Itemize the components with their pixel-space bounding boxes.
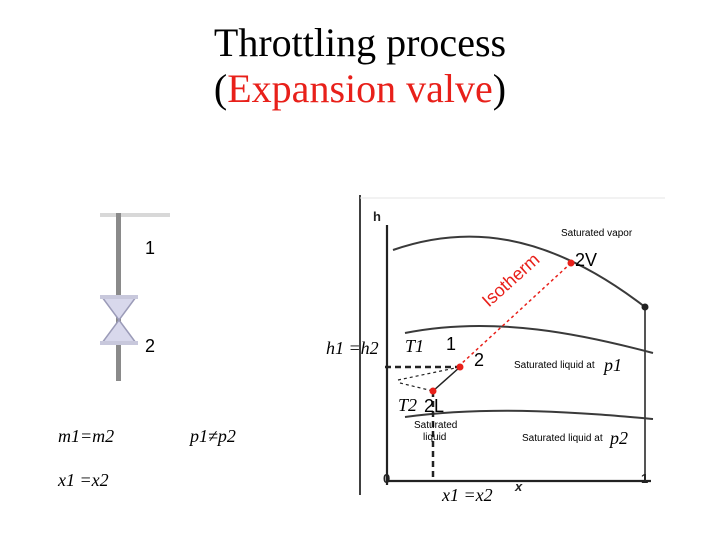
- quality-relation-left: x1 =x2: [58, 470, 109, 490]
- expansion-valve-icon: [100, 213, 170, 381]
- quality-relation-diagram: x1 =x2: [442, 485, 493, 505]
- valve-state-2: 2: [145, 336, 156, 356]
- sat-liquid-p1-label: Saturated liquid at: [514, 360, 595, 371]
- x-tick-0: 0: [383, 471, 390, 486]
- x-tick-1: 1: [641, 471, 648, 486]
- saturated-liquid-line2: liquid: [423, 432, 447, 443]
- title-line-1: Throttling process: [213, 20, 507, 65]
- x-axis-label: x: [514, 479, 523, 494]
- hx-diagram: h x 0 1: [359, 195, 665, 495]
- t2-label: T2: [398, 395, 418, 415]
- process-line: [432, 366, 461, 392]
- t1-pointer: [397, 366, 461, 381]
- saturated-liquid-line1: Saturated: [414, 420, 458, 431]
- p2-label: p2: [610, 428, 628, 448]
- enthalpy-relation: h1 =h2: [326, 338, 379, 358]
- point-2-label: 2: [474, 350, 485, 370]
- title-paren-close: ): [492, 66, 507, 111]
- title-paren-open: (: [213, 66, 228, 111]
- sat-liquid-p2-label: Saturated liquid at: [522, 433, 603, 444]
- point-2v-label: 2V: [575, 250, 598, 270]
- title-line-2: (Expansion valve): [0, 66, 720, 112]
- point-1-label: 1: [446, 334, 457, 354]
- isobar-p2-curve: [404, 409, 654, 420]
- mass-relation: m1=m2: [58, 426, 115, 446]
- saturated-vapor-curve: [392, 235, 646, 308]
- pressure-relation: p1≠p2: [190, 426, 236, 446]
- title-accent: Expansion valve: [227, 66, 493, 111]
- critical-point: [641, 303, 649, 311]
- point-2: [456, 363, 464, 371]
- point-2l-label: 2L: [424, 396, 445, 416]
- isotherm-line: [459, 262, 572, 366]
- point-2v: [567, 259, 575, 267]
- valve-state-1: 1: [145, 238, 156, 258]
- p1-label: p1: [604, 355, 622, 375]
- t2-pointer: [399, 382, 434, 392]
- saturated-vapor-label: Saturated vapor: [561, 228, 633, 239]
- y-axis-label: h: [373, 209, 381, 224]
- isobar-p1-curve: [404, 325, 654, 354]
- t1-label: T1: [405, 336, 425, 356]
- point-2l: [429, 387, 437, 395]
